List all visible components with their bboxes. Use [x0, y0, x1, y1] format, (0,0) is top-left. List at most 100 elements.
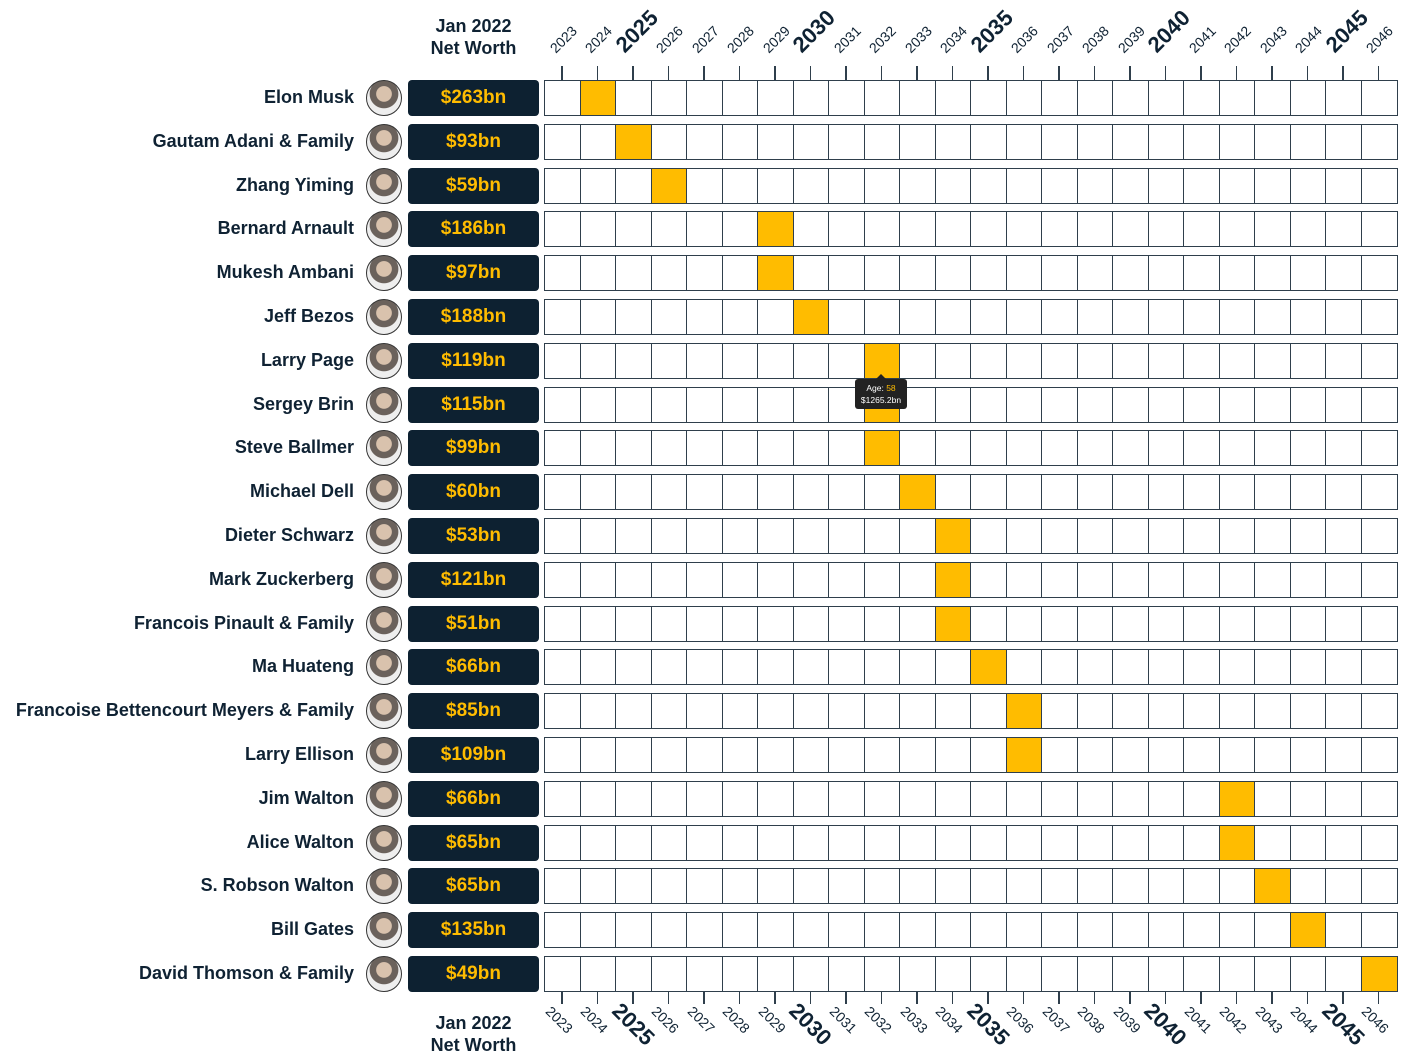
- year-cell: [579, 912, 617, 949]
- year-cell: [1147, 605, 1185, 642]
- year-cell: [650, 780, 688, 817]
- year-cell: [1147, 211, 1185, 248]
- year-cell: [650, 868, 688, 905]
- year-cell: [1325, 737, 1362, 773]
- year-cell: [544, 167, 581, 204]
- year-cell: [544, 211, 581, 248]
- person-name: Sergey Brin: [252, 393, 354, 414]
- year-cell: [828, 824, 865, 861]
- year-cell: [650, 386, 688, 423]
- net-worth-label: $65bn: [408, 868, 539, 905]
- year-cell: [1183, 737, 1220, 773]
- year-cell: [1289, 123, 1327, 160]
- avatar: [366, 649, 402, 686]
- year-cell: [757, 167, 794, 204]
- year-cell: [1254, 299, 1291, 335]
- tick-top: [1093, 66, 1095, 80]
- year-cell: [899, 430, 936, 467]
- year-cell: [686, 518, 723, 554]
- footer-line1: Jan 2022: [435, 1013, 512, 1033]
- highlight-cell: [757, 255, 794, 292]
- year-cell: [1183, 211, 1220, 248]
- year-cell: [1041, 299, 1078, 335]
- year-label-bottom: 2043: [1252, 1003, 1286, 1037]
- net-worth-label: $60bn: [408, 474, 539, 511]
- year-cell: [899, 80, 936, 116]
- year-cell: [970, 518, 1007, 554]
- year-cell: [615, 518, 652, 554]
- year-cell: [1041, 605, 1078, 642]
- highlight-cell: [934, 605, 972, 642]
- net-worth-label: $188bn: [408, 299, 539, 335]
- year-cell: [934, 868, 972, 905]
- year-cell: [1041, 211, 1078, 248]
- year-cell: [650, 605, 688, 642]
- year-cell: [970, 474, 1007, 511]
- person-name: Michael Dell: [249, 481, 354, 502]
- year-cell: [721, 824, 759, 861]
- year-cell: [899, 956, 936, 992]
- year-cell: [1005, 518, 1043, 554]
- year-cell: [1147, 167, 1185, 204]
- year-cell: [1005, 824, 1043, 861]
- tick-bottom: [1022, 992, 1024, 1004]
- tick-top: [1058, 66, 1060, 80]
- year-cell: [1112, 561, 1149, 598]
- year-cell: [1076, 605, 1114, 642]
- year-cell: [1183, 693, 1220, 730]
- year-cell: [792, 737, 830, 773]
- tick-top: [1164, 66, 1166, 80]
- year-cell: [686, 824, 723, 861]
- year-cell: [721, 80, 759, 116]
- year-cell: [1041, 737, 1078, 773]
- person-name: Gautam Adani & Family: [152, 130, 354, 151]
- year-cell: [1289, 780, 1327, 817]
- avatar: [366, 693, 402, 730]
- year-cell: [1360, 386, 1398, 423]
- year-label-top: 2025: [610, 5, 663, 58]
- year-label-top: 2040: [1142, 5, 1196, 58]
- avatar: [366, 430, 402, 467]
- year-label-bottom: 2023: [542, 1003, 576, 1037]
- year-cell: [544, 299, 581, 335]
- highlight-cell: [650, 167, 688, 204]
- year-cell: [828, 518, 865, 554]
- tick-top: [738, 66, 740, 80]
- year-cell: [1289, 80, 1327, 116]
- year-cell: [1041, 342, 1078, 379]
- year-cell: [1183, 255, 1220, 292]
- year-cell: [650, 211, 688, 248]
- year-cell: [544, 737, 581, 773]
- year-cell: [579, 824, 617, 861]
- net-worth-label: $99bn: [408, 430, 539, 467]
- year-cell: [1289, 167, 1327, 204]
- year-cell: [1147, 824, 1185, 861]
- year-cell: [1076, 123, 1114, 160]
- year-label-top: 2037: [1043, 22, 1077, 57]
- year-cell: [1289, 868, 1327, 905]
- year-cell: [1218, 518, 1256, 554]
- net-worth-label: $121bn: [408, 561, 539, 598]
- year-cell: [1360, 255, 1398, 292]
- tooltip-age-label: Age:: [866, 383, 884, 393]
- year-cell: [686, 80, 723, 116]
- year-cell: [757, 780, 794, 817]
- year-cell: [1112, 649, 1149, 686]
- year-cell: [970, 167, 1007, 204]
- year-cell: [1218, 80, 1256, 116]
- person-name: Ma Huateng: [251, 656, 354, 677]
- year-cell: [1076, 737, 1114, 773]
- year-cell: [792, 80, 830, 116]
- year-cell: [934, 780, 972, 817]
- year-cell: [721, 518, 759, 554]
- tick-bottom: [1235, 992, 1237, 1004]
- net-worth-label: $186bn: [408, 211, 539, 248]
- year-cell: [1112, 780, 1149, 817]
- year-cell: [863, 561, 901, 598]
- year-cell: [757, 80, 794, 116]
- year-cell: [1289, 518, 1327, 554]
- year-cell: [544, 956, 581, 992]
- year-cell: [863, 605, 901, 642]
- tick-top: [774, 66, 776, 80]
- year-cell: [899, 342, 936, 379]
